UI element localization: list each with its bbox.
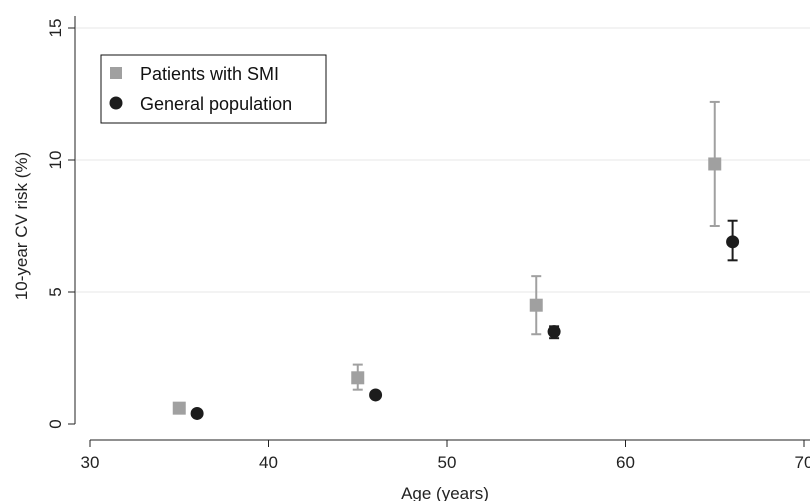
axes: 0 5 10 15 30 40 50 60 70: [46, 16, 810, 472]
point-patients-with-smi-0: [172, 401, 186, 415]
y-axis-title: 10-year CV risk (%): [12, 152, 31, 300]
point-patients-with-smi-3: [708, 157, 722, 171]
x-tick-label-2: 50: [438, 453, 457, 472]
legend-marker-general-population: [109, 96, 123, 110]
point-general-population-0: [190, 406, 204, 420]
point-patients-with-smi-1: [351, 371, 365, 385]
legend: Patients with SMI General population: [100, 54, 327, 124]
point-general-population-3: [726, 235, 740, 249]
x-tick-label-1: 40: [259, 453, 278, 472]
legend-label-patients-with-smi: Patients with SMI: [140, 64, 279, 84]
point-general-population-1: [369, 388, 383, 402]
legend-label-general-population: General population: [140, 94, 292, 114]
point-general-population-2: [547, 325, 561, 339]
legend-marker-patients-with-smi: [110, 67, 122, 79]
grid-lines: [76, 27, 810, 293]
x-tick-label-0: 30: [81, 453, 100, 472]
x-tick-label-3: 60: [616, 453, 635, 472]
y-tick-label-3: 15: [46, 19, 65, 38]
legend-box: [100, 54, 327, 124]
point-patients-with-smi-2: [529, 298, 543, 312]
y-tick-label-2: 10: [46, 151, 65, 170]
x-tick-label-4: 70: [795, 453, 810, 472]
data-marks: [172, 100, 740, 420]
y-tick-label-1: 5: [46, 287, 65, 296]
x-axis-title: Age (years): [401, 484, 489, 501]
y-tick-label-0: 0: [46, 419, 65, 428]
